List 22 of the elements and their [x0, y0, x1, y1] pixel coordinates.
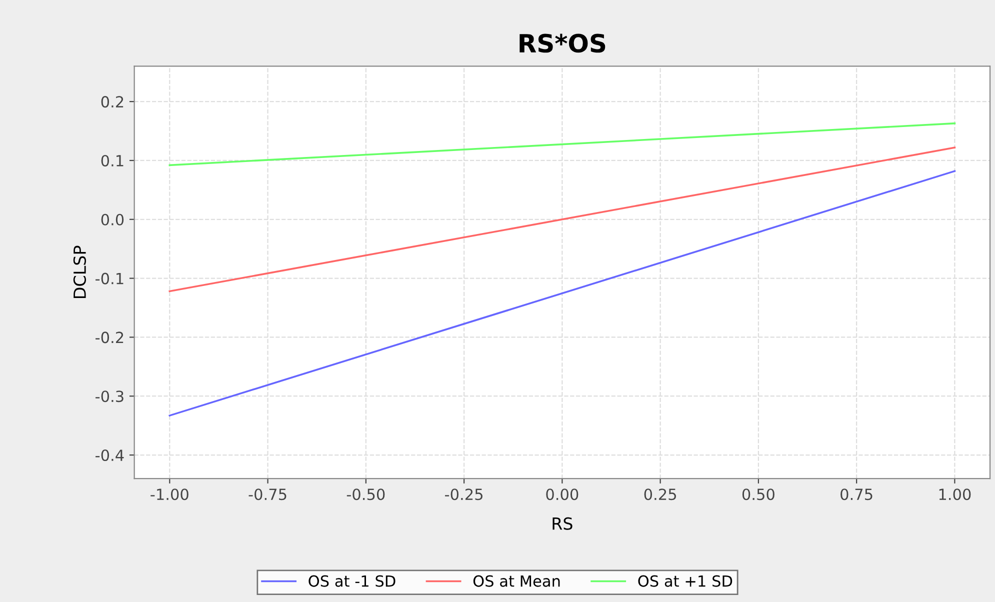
x-tick-label: 1.00: [939, 488, 971, 500]
y-tick-label: -0.2: [96, 332, 124, 344]
x-tick-label: -0.25: [445, 488, 482, 500]
y-tick-label: 0.0: [101, 214, 124, 226]
x-tick-label: -0.75: [248, 488, 286, 500]
y-tick-label: -0.3: [96, 390, 124, 402]
legend-label: OS at Mean: [473, 575, 560, 587]
x-tick-label: 0.25: [644, 488, 676, 500]
x-axis-title: RS: [552, 517, 572, 530]
x-tick-label: 0.50: [742, 488, 774, 500]
chart-title: RS*OS: [520, 34, 606, 53]
x-tick-label: 0.00: [546, 488, 578, 500]
y-tick-label: -0.4: [96, 449, 124, 462]
y-axis-title: DCLSP: [73, 246, 86, 298]
y-tick-label: -0.1: [96, 272, 124, 284]
x-tick-label: 0.75: [840, 488, 872, 500]
legend-label: OS at +1 SD: [638, 575, 732, 587]
y-tick-label: 0.2: [101, 96, 124, 108]
x-tick-label: -0.50: [346, 488, 385, 500]
y-tick-label: 0.1: [101, 154, 124, 166]
x-tick-label: -1.00: [150, 488, 188, 500]
legend-label: OS at -1 SD: [308, 575, 396, 587]
